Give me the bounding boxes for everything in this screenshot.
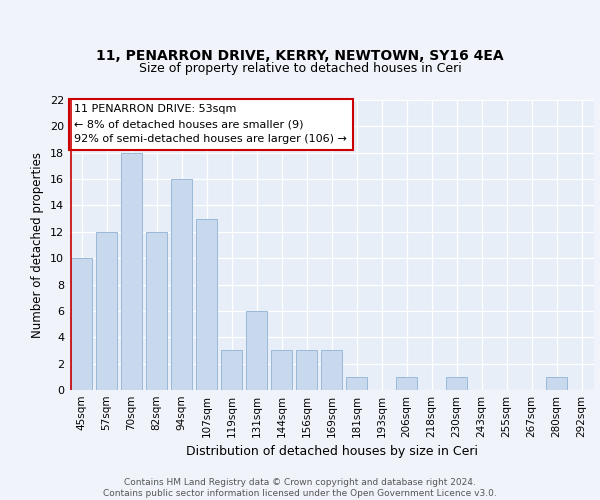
Bar	[96, 232, 117, 390]
Bar	[196, 218, 217, 390]
Bar	[396, 377, 417, 390]
X-axis label: Distribution of detached houses by size in Ceri: Distribution of detached houses by size …	[185, 446, 478, 458]
Bar	[546, 377, 567, 390]
Bar	[346, 377, 367, 390]
Text: 11 PENARRON DRIVE: 53sqm
← 8% of detached houses are smaller (9)
92% of semi-det: 11 PENARRON DRIVE: 53sqm ← 8% of detache…	[74, 104, 347, 144]
Bar	[71, 258, 92, 390]
Bar	[171, 179, 192, 390]
Text: Size of property relative to detached houses in Ceri: Size of property relative to detached ho…	[139, 62, 461, 75]
Bar	[271, 350, 292, 390]
Text: 11, PENARRON DRIVE, KERRY, NEWTOWN, SY16 4EA: 11, PENARRON DRIVE, KERRY, NEWTOWN, SY16…	[96, 48, 504, 62]
Text: Contains HM Land Registry data © Crown copyright and database right 2024.
Contai: Contains HM Land Registry data © Crown c…	[103, 478, 497, 498]
Bar	[146, 232, 167, 390]
Bar	[296, 350, 317, 390]
Bar	[446, 377, 467, 390]
Y-axis label: Number of detached properties: Number of detached properties	[31, 152, 44, 338]
Bar	[121, 152, 142, 390]
Bar	[246, 311, 267, 390]
Bar	[221, 350, 242, 390]
Bar	[321, 350, 342, 390]
